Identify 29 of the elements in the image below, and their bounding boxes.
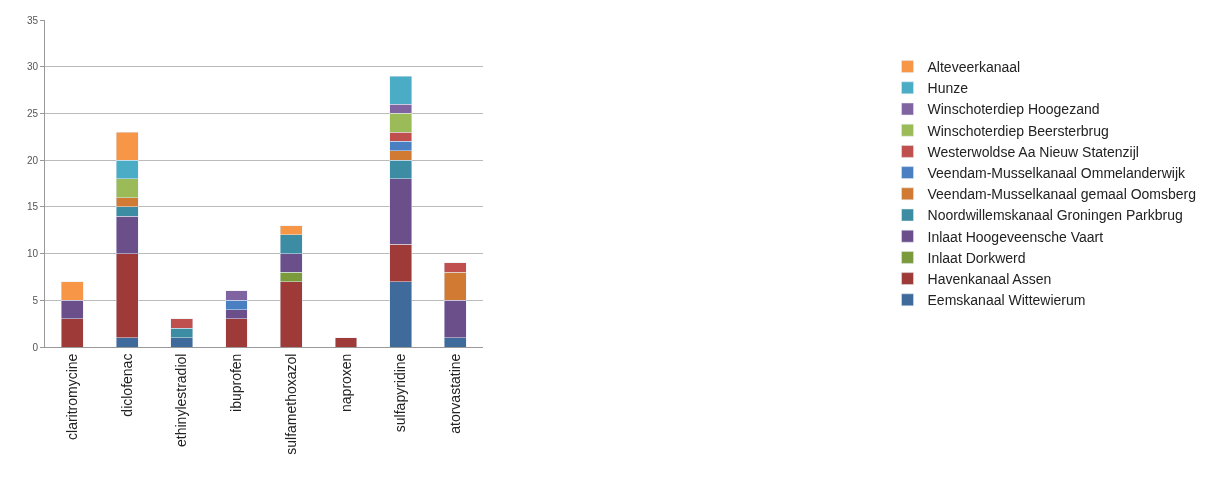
y-tick-label: 35 xyxy=(26,14,39,26)
bar xyxy=(334,337,358,347)
x-tick-label: atorvastatine xyxy=(446,353,463,434)
legend-label: Westerwoldse Aa Nieuw Statenzijl xyxy=(927,143,1139,160)
legend-label: Hunze xyxy=(927,80,969,97)
legend-label: Veendam-Musselkanaal gemaal Oomsberg xyxy=(927,186,1196,203)
y-tick-label: 0 xyxy=(32,341,39,353)
legend-label: Havenkanaal Assen xyxy=(927,271,1052,288)
y-tick-label: 10 xyxy=(26,248,39,260)
y-tick-label: 15 xyxy=(26,201,39,213)
legend-label: Inlaat Hoogeveensche Vaart xyxy=(927,228,1104,245)
y-tick-label: 5 xyxy=(32,294,39,306)
legend-label: Eemskanaal Wittewierum xyxy=(927,292,1086,309)
y-tick-label: 20 xyxy=(26,154,39,166)
y-tick-label: 25 xyxy=(26,107,39,119)
y-tick-label: 30 xyxy=(26,61,39,73)
legend-label: Veendam-Musselkanaal Ommelanderwijk xyxy=(927,165,1187,182)
legend-label: Alteveerkanaal xyxy=(927,59,1021,76)
legend-label: Noordwillemskanaal Groningen Parkbrug xyxy=(927,207,1183,224)
x-tick-label: naproxen xyxy=(337,353,354,412)
x-tick-label: diclofenac xyxy=(118,353,135,417)
legend-label: Winschoterdiep Beersterbrug xyxy=(927,122,1109,139)
legend-label: Winschoterdiep Hoogezand xyxy=(927,101,1100,118)
x-tick-label: ethinylestradiol xyxy=(173,353,190,447)
x-tick-label: sulfapyridine xyxy=(392,353,409,433)
x-tick-label: claritromycine xyxy=(63,353,80,440)
x-tick-label: ibuprofen xyxy=(228,353,245,412)
x-tick-label: sulfamethoxazol xyxy=(282,353,299,455)
legend-label: Inlaat Dorkwerd xyxy=(927,249,1026,266)
